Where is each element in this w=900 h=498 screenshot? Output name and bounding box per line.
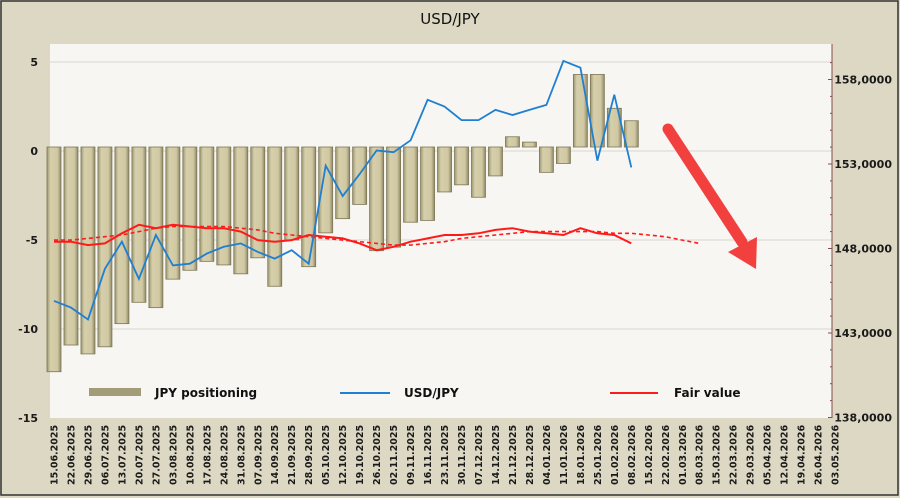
bar-jpy-positioning bbox=[454, 146, 469, 186]
right-axis-tick-label: 153,0000 bbox=[834, 158, 892, 171]
x-axis-tick-label: 15.02.2026 bbox=[644, 425, 655, 485]
x-axis-tick-label: 14.09.2025 bbox=[270, 425, 281, 485]
right-axis-tick-label: 138,0000 bbox=[834, 412, 892, 425]
x-axis-tick-label: 08.02.2026 bbox=[627, 425, 638, 485]
usdjpy-line bbox=[53, 59, 633, 321]
x-axis-tick-label: 03.05.2026 bbox=[831, 425, 842, 485]
x-axis-tick-label: 05.10.2025 bbox=[321, 425, 332, 485]
chart-title: USD/JPY bbox=[420, 10, 480, 28]
x-axis-tick-label: 27.07.2025 bbox=[151, 425, 162, 485]
x-axis-tick-label: 15.06.2025 bbox=[50, 425, 61, 485]
bar-jpy-positioning bbox=[216, 146, 232, 266]
legend-swatch-jpy-positioning bbox=[89, 388, 141, 396]
bar-jpy-positioning bbox=[80, 146, 96, 355]
left-axis-tick-label: -10 bbox=[18, 323, 38, 336]
x-axis-tick-label: 21.12.2025 bbox=[508, 425, 519, 485]
bar-jpy-positioning bbox=[352, 146, 368, 205]
bar-jpy-positioning bbox=[386, 146, 402, 248]
bar-jpy-positioning bbox=[182, 146, 198, 271]
x-axis-tick-label: 03.08.2025 bbox=[168, 425, 179, 485]
bar-jpy-positioning bbox=[471, 146, 486, 198]
x-axis-tick-label: 01.02.2026 bbox=[610, 425, 621, 485]
x-axis-tick-label: 28.12.2025 bbox=[525, 425, 536, 485]
x-axis-tick-label: 07.09.2025 bbox=[253, 425, 264, 485]
x-axis-tick-label: 22.06.2025 bbox=[66, 425, 77, 485]
left-axis-tick-label: 5 bbox=[30, 56, 38, 69]
bar-jpy-positioning bbox=[437, 146, 452, 193]
plot-area bbox=[50, 44, 832, 418]
bar-jpy-positioning bbox=[301, 146, 317, 268]
x-axis-tick-label: 02.11.2025 bbox=[389, 425, 400, 485]
x-axis-tick-label: 09.11.2025 bbox=[406, 425, 417, 485]
x-axis-tick-label: 18.01.2026 bbox=[576, 425, 587, 485]
x-axis-tick-label: 19.04.2026 bbox=[797, 425, 808, 485]
bar-jpy-positioning bbox=[250, 146, 266, 259]
x-axis-tick-label: 01.03.2026 bbox=[678, 425, 689, 485]
right-axis-tick-label: 148,0000 bbox=[834, 243, 892, 256]
x-axis-tick-label: 24.08.2025 bbox=[219, 425, 230, 485]
x-axis-tick-label: 06.07.2025 bbox=[100, 425, 111, 485]
trend-arrow bbox=[662, 123, 757, 269]
bar-jpy-positioning bbox=[199, 146, 215, 262]
x-axis-tick-label: 20.07.2025 bbox=[134, 425, 145, 485]
x-axis-tick-label: 17.08.2025 bbox=[202, 425, 213, 485]
bar-jpy-positioning bbox=[522, 141, 537, 148]
x-axis-tick-label: 29.03.2026 bbox=[746, 425, 757, 485]
fair-value-line bbox=[54, 223, 632, 252]
right-axis-tick-label: 158,0000 bbox=[834, 74, 892, 87]
bar-jpy-positioning bbox=[335, 146, 351, 220]
x-axis-tick-label: 12.04.2026 bbox=[780, 425, 791, 485]
bar-jpy-positioning bbox=[233, 146, 249, 275]
bar-jpy-positioning bbox=[46, 146, 62, 373]
bar-jpy-positioning bbox=[403, 146, 418, 223]
bar-jpy-positioning bbox=[165, 146, 181, 280]
legend-label-usdjpy: USD/JPY bbox=[404, 386, 459, 400]
bar-jpy-positioning bbox=[539, 146, 554, 173]
x-axis-tick-label: 05.04.2026 bbox=[763, 425, 774, 485]
bar-jpy-positioning bbox=[63, 146, 79, 346]
x-axis-tick-label: 15.03.2026 bbox=[712, 425, 723, 485]
right-axis-tick-label: 143,0000 bbox=[834, 327, 892, 340]
x-axis-tick-label: 14.12.2025 bbox=[491, 425, 502, 485]
x-axis-tick-label: 19.10.2025 bbox=[355, 425, 366, 485]
x-axis-tick-label: 07.12.2025 bbox=[474, 425, 485, 485]
x-axis-tick-label: 31.08.2025 bbox=[236, 425, 247, 485]
bar-jpy-positioning bbox=[114, 146, 130, 325]
x-axis-tick-label: 11.01.2026 bbox=[559, 425, 570, 485]
bar-jpy-positioning bbox=[318, 146, 334, 234]
x-axis-tick-label: 10.08.2025 bbox=[185, 425, 196, 485]
left-axis-tick-label: -15 bbox=[18, 412, 38, 425]
x-axis-tick-label: 25.01.2026 bbox=[593, 425, 604, 485]
bar-jpy-positioning bbox=[420, 146, 435, 221]
legend-label-jpy-positioning: JPY positioning bbox=[154, 386, 257, 400]
bar-jpy-positioning bbox=[505, 136, 520, 148]
x-axis-tick-label: 13.07.2025 bbox=[117, 425, 128, 485]
left-axis-tick-label: 0 bbox=[30, 145, 38, 158]
x-axis-tick-label: 30.11.2025 bbox=[457, 425, 468, 485]
x-axis-tick-label: 26.10.2025 bbox=[372, 425, 383, 485]
x-axis-tick-label: 23.11.2025 bbox=[440, 425, 451, 485]
x-axis-tick-label: 28.09.2025 bbox=[304, 425, 315, 485]
x-axis-tick-label: 08.03.2026 bbox=[695, 425, 706, 485]
bar-jpy-positioning bbox=[589, 74, 605, 148]
x-axis-tick-label: 22.02.2026 bbox=[661, 425, 672, 485]
bar-jpy-positioning bbox=[284, 146, 300, 241]
bar-jpy-positioning bbox=[97, 146, 113, 348]
x-axis-tick-label: 04.01.2026 bbox=[542, 425, 553, 485]
bar-jpy-positioning bbox=[488, 146, 503, 177]
bar-jpy-positioning bbox=[572, 74, 588, 148]
x-axis-tick-label: 26.04.2026 bbox=[814, 425, 825, 485]
x-axis-tick-label: 29.06.2025 bbox=[83, 425, 94, 485]
legend-label-fair-value: Fair value bbox=[674, 386, 741, 400]
x-axis-tick-label: 22.03.2026 bbox=[729, 425, 740, 485]
bar-jpy-positioning bbox=[267, 146, 283, 287]
x-axis-tick-label: 16.11.2025 bbox=[423, 425, 434, 485]
x-axis-tick-label: 12.10.2025 bbox=[338, 425, 349, 485]
bar-jpy-positioning bbox=[556, 146, 571, 164]
x-axis-tick-label: 21.09.2025 bbox=[287, 425, 298, 485]
left-axis-tick-label: -5 bbox=[26, 234, 38, 247]
bar-jpy-positioning bbox=[369, 146, 385, 252]
